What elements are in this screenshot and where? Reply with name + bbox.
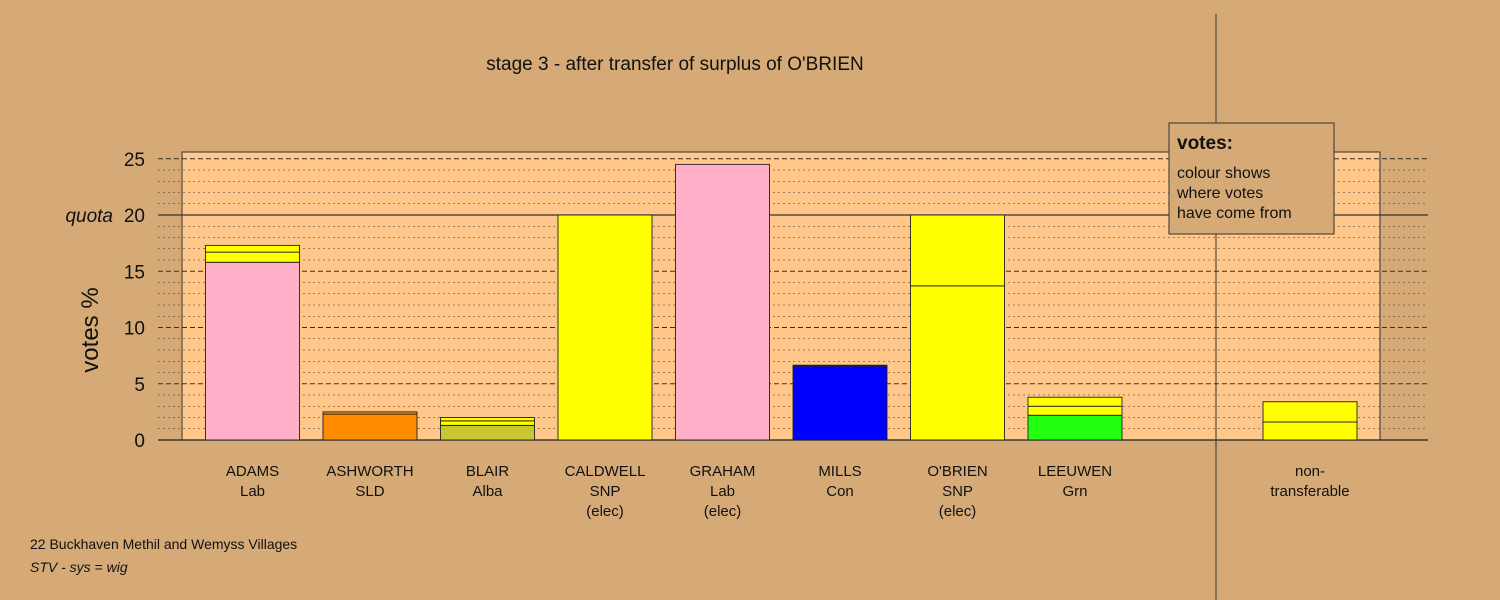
bar-segment: [910, 285, 1005, 441]
candidate-party: transferable: [1270, 483, 1349, 500]
chart-title: stage 3 - after transfer of surplus of O…: [486, 54, 863, 75]
legend-box: [1168, 122, 1335, 235]
legend: votes: colour shows where votes have com…: [1168, 122, 1335, 235]
candidate-status: (elec): [586, 503, 624, 520]
legend-line-3: have come from: [1177, 205, 1292, 222]
bar-segment: [792, 366, 888, 441]
quota-label: quota: [65, 206, 113, 227]
bar-segment: [910, 214, 1005, 287]
candidate-name: GRAHAM: [690, 463, 756, 480]
candidate-party: SLD: [355, 483, 384, 500]
candidate-party: SNP: [590, 483, 621, 500]
y-tick-label: 15: [124, 262, 145, 283]
bar-segment: [205, 251, 300, 263]
bar-3: [440, 417, 535, 441]
y-axis-label: votes %: [77, 287, 104, 372]
bar-segment: [205, 244, 300, 253]
candidate-name: CALDWELL: [565, 463, 646, 480]
bar-segment: [1027, 405, 1123, 416]
bar-segment: [322, 413, 418, 441]
candidate-name: non-: [1295, 463, 1325, 480]
legend-line-1: colour shows: [1177, 165, 1270, 182]
bar-segment: [1027, 414, 1123, 441]
candidate-name: ADAMS: [226, 463, 279, 480]
bar-segment: [440, 417, 535, 422]
y-tick-label: 10: [124, 319, 145, 340]
bar-6: [792, 364, 888, 441]
candidate-name: ASHWORTH: [326, 463, 413, 480]
footer-constituency: 22 Buckhaven Methil and Wemyss Villages: [30, 536, 297, 552]
candidate-party: Con: [826, 483, 854, 500]
bar-segment: [1262, 421, 1358, 441]
y-tick-label: 0: [134, 431, 145, 452]
candidate-party: SNP: [942, 483, 973, 500]
candidate-name: O'BRIEN: [927, 463, 987, 480]
y-tick-label: 5: [134, 375, 145, 396]
bar-segment: [557, 214, 653, 441]
candidate-status: (elec): [704, 503, 742, 520]
bar-segment: [1027, 396, 1123, 407]
bar-2: [322, 411, 418, 441]
legend-title: votes:: [1177, 133, 1233, 154]
bar-4: [557, 214, 653, 441]
candidate-party: Lab: [240, 483, 265, 500]
candidate-party: Lab: [710, 483, 735, 500]
candidate-status: (elec): [939, 503, 977, 520]
bar-segment: [1262, 401, 1358, 423]
legend-line-2: where votes: [1176, 185, 1263, 202]
candidate-name: MILLS: [818, 463, 861, 480]
bar-7: [910, 214, 1005, 441]
y-tick-label: 25: [124, 150, 145, 171]
candidate-party: Grn: [1062, 483, 1087, 500]
y-ticks: 0 5 10 15 20 quota 25: [65, 150, 145, 452]
bar-segment: [205, 261, 300, 441]
bar-segment: [792, 364, 888, 368]
bar-segment: [675, 163, 770, 441]
bar-8: [1027, 396, 1123, 441]
bar-9: [1262, 401, 1358, 441]
candidate-name: BLAIR: [466, 463, 510, 480]
bar-segment: [440, 420, 535, 426]
bars: [205, 163, 1358, 441]
y-tick-label: 20: [124, 206, 145, 227]
footer-system: STV - sys = wig: [30, 559, 128, 575]
candidate-party: Alba: [472, 483, 503, 500]
bar-segment: [322, 411, 418, 415]
bar-segment: [440, 424, 535, 441]
bar-1: [205, 244, 300, 441]
bar-5: [675, 163, 770, 441]
candidate-name: LEEUWEN: [1038, 463, 1112, 480]
x-labels: ADAMS Lab ASHWORTH SLD BLAIR Alba CALDWELL SNP (…: [226, 463, 1350, 520]
